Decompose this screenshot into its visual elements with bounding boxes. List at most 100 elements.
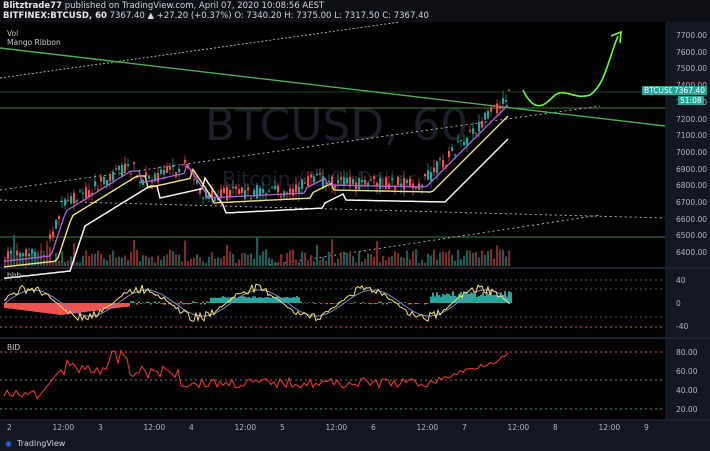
volume-bar [304, 252, 307, 266]
projection-path [522, 35, 619, 107]
volume-bar [331, 239, 334, 266]
bid-label[interactable]: BID [7, 343, 21, 352]
histogram-bar [236, 297, 238, 303]
histogram-bar [208, 301, 210, 303]
histogram-bar [388, 302, 390, 303]
histogram-bar [138, 301, 140, 303]
histogram-bar [452, 291, 454, 303]
histogram-bar [82, 303, 84, 313]
histogram-bar [256, 297, 258, 303]
volume-bar [70, 256, 73, 266]
histogram-bar [498, 295, 500, 303]
histogram-bar [136, 303, 138, 305]
histogram-bar [300, 301, 302, 303]
vol-legend[interactable]: Vol [7, 29, 19, 38]
candle-body [379, 177, 382, 189]
volume-bar [37, 252, 40, 266]
time-tick-label: 3 [98, 423, 103, 432]
histogram-bar [14, 303, 16, 310]
osc-label[interactable]: bbb [7, 271, 22, 280]
volume-bar [325, 260, 328, 266]
volume-bar [472, 252, 475, 266]
volume-bar [82, 255, 85, 266]
volume-bar [169, 249, 172, 266]
symbol-name[interactable]: BITFINEX:BTCUSD, 60 [3, 11, 107, 21]
candle-body [106, 179, 109, 187]
histogram-bar [88, 303, 90, 312]
candle-body [397, 176, 400, 186]
histogram-bar [26, 303, 28, 311]
histogram-bar [482, 292, 484, 303]
axis-tick-label: 0 [676, 299, 681, 308]
candle-body [349, 176, 352, 187]
candle-body [376, 182, 379, 187]
candle-body [232, 186, 235, 189]
histogram-bar [294, 297, 296, 303]
footer: ◉ TradingView [0, 437, 710, 451]
candle-body [499, 106, 502, 109]
candle-body [271, 186, 274, 188]
ribbon-legend[interactable]: Mango Ribbon [7, 38, 61, 47]
author-name[interactable]: Blitztrade77 [3, 1, 62, 11]
histogram-bar [502, 294, 504, 303]
volume-bar [22, 258, 25, 266]
candle-body [76, 200, 79, 202]
histogram-bar [410, 303, 412, 305]
histogram-bar [488, 294, 490, 303]
candle-body [22, 253, 25, 257]
volume-bar [427, 253, 430, 266]
volume-bar [241, 253, 244, 266]
tradingview-logo-icon[interactable]: ◉ [5, 439, 12, 448]
volume-bar [139, 261, 142, 266]
histogram-bar [76, 303, 78, 313]
volume-bar [421, 259, 424, 266]
histogram-bar [24, 303, 26, 311]
candle-body [451, 147, 454, 152]
histogram-bar [276, 296, 278, 303]
histogram-bar [112, 303, 114, 309]
histogram-bar [194, 302, 196, 303]
tradingview-brand[interactable]: TradingView [17, 439, 66, 448]
volume-bar [154, 262, 157, 266]
volume-bar [484, 254, 487, 266]
candle-body [226, 186, 229, 201]
candle-body [442, 159, 445, 168]
candle-body [184, 159, 187, 163]
histogram-bar [342, 303, 344, 304]
volume-bar [64, 262, 67, 266]
histogram-bar [84, 303, 86, 312]
volume-bar [400, 256, 403, 266]
histogram-bar [186, 303, 188, 305]
histogram-bar [56, 303, 58, 315]
candle-body [427, 170, 430, 180]
histogram-bar [264, 297, 266, 303]
candle-body [307, 176, 310, 186]
histogram-bar [22, 303, 24, 311]
candle-body [403, 178, 406, 190]
axis-tick-label: 6500.00 [676, 231, 708, 241]
volume-bar [13, 234, 16, 266]
histogram-bar [162, 303, 164, 305]
candle-body [121, 164, 124, 177]
candle-body [328, 180, 331, 183]
volume-bar [289, 250, 292, 266]
volume-bar [226, 244, 229, 266]
volume-bar [292, 249, 295, 266]
histogram-bar [292, 297, 294, 303]
time-tick-label: 12:00 [234, 423, 257, 432]
time-tick-label: 12:00 [325, 423, 348, 432]
histogram-bar [254, 296, 256, 303]
histogram-bar [330, 303, 332, 305]
volume-bar [385, 260, 388, 266]
candle-body [364, 179, 367, 185]
candle-body [154, 173, 157, 182]
histogram-bar [164, 303, 166, 305]
volume-bar [355, 262, 358, 266]
volume-bar [190, 258, 193, 266]
histogram-bar [176, 303, 178, 304]
histogram-bar [118, 303, 120, 308]
volume-bar [277, 261, 280, 266]
histogram-bar [122, 303, 124, 308]
candle-body [370, 179, 373, 181]
